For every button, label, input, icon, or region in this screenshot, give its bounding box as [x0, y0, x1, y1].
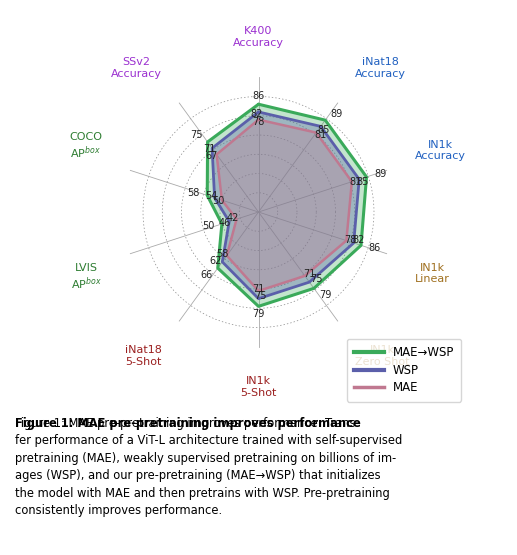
- Text: 86: 86: [369, 243, 381, 253]
- Text: Figure 1: MAE pre-pretraining improves performance: Figure 1: MAE pre-pretraining improves p…: [16, 417, 361, 430]
- Text: COCO
AP$^{box}$: COCO AP$^{box}$: [69, 132, 102, 162]
- Text: 71: 71: [252, 284, 265, 294]
- Text: 71: 71: [203, 144, 216, 154]
- Text: 58: 58: [187, 188, 200, 198]
- Text: 75: 75: [255, 291, 267, 301]
- Text: 42: 42: [226, 214, 239, 224]
- Text: SSv2
Accuracy: SSv2 Accuracy: [111, 57, 162, 79]
- Text: 66: 66: [201, 270, 213, 280]
- Polygon shape: [212, 112, 359, 299]
- Text: 46: 46: [219, 218, 231, 228]
- Legend: MAE→WSP, WSP, MAE: MAE→WSP, WSP, MAE: [347, 339, 462, 401]
- Polygon shape: [217, 120, 352, 291]
- Text: 81: 81: [349, 178, 362, 188]
- Text: 79: 79: [318, 290, 331, 300]
- Text: 89: 89: [374, 169, 386, 179]
- Text: 79: 79: [252, 310, 265, 320]
- Text: K400
Accuracy: K400 Accuracy: [233, 26, 284, 48]
- Text: 82: 82: [352, 235, 364, 245]
- Text: 78: 78: [252, 117, 265, 127]
- Text: 81: 81: [315, 129, 327, 139]
- Text: iNat18
5-Shot: iNat18 5-Shot: [125, 345, 162, 367]
- Text: 62: 62: [209, 256, 222, 266]
- Text: iNat18
Accuracy: iNat18 Accuracy: [355, 57, 406, 79]
- Text: 58: 58: [216, 249, 228, 259]
- Text: 82: 82: [250, 109, 262, 119]
- Text: IN1k
Accuracy: IN1k Accuracy: [415, 140, 466, 162]
- Text: 85: 85: [356, 178, 369, 188]
- Text: IN1k
Zero Shot: IN1k Zero Shot: [355, 345, 409, 367]
- Text: IN1k
5-Shot: IN1k 5-Shot: [240, 376, 277, 398]
- Text: LVIS
AP$^{box}$: LVIS AP$^{box}$: [71, 263, 102, 292]
- Text: 78: 78: [344, 235, 356, 245]
- Text: 50: 50: [212, 196, 224, 206]
- Text: 67: 67: [206, 152, 218, 162]
- Text: 75: 75: [190, 130, 203, 140]
- Text: 54: 54: [205, 191, 218, 201]
- Text: IN1k
Linear: IN1k Linear: [415, 263, 450, 284]
- Text: 75: 75: [310, 274, 323, 284]
- Text: 50: 50: [202, 221, 214, 231]
- Text: 89: 89: [330, 109, 342, 119]
- Text: 86: 86: [252, 91, 265, 101]
- Polygon shape: [207, 104, 367, 306]
- Text: Figure 1: MAE pre-pretraining improves performance. Trans-
fer performance of a : Figure 1: MAE pre-pretraining improves p…: [16, 417, 403, 517]
- Text: 71: 71: [303, 269, 316, 279]
- Text: 85: 85: [317, 125, 330, 135]
